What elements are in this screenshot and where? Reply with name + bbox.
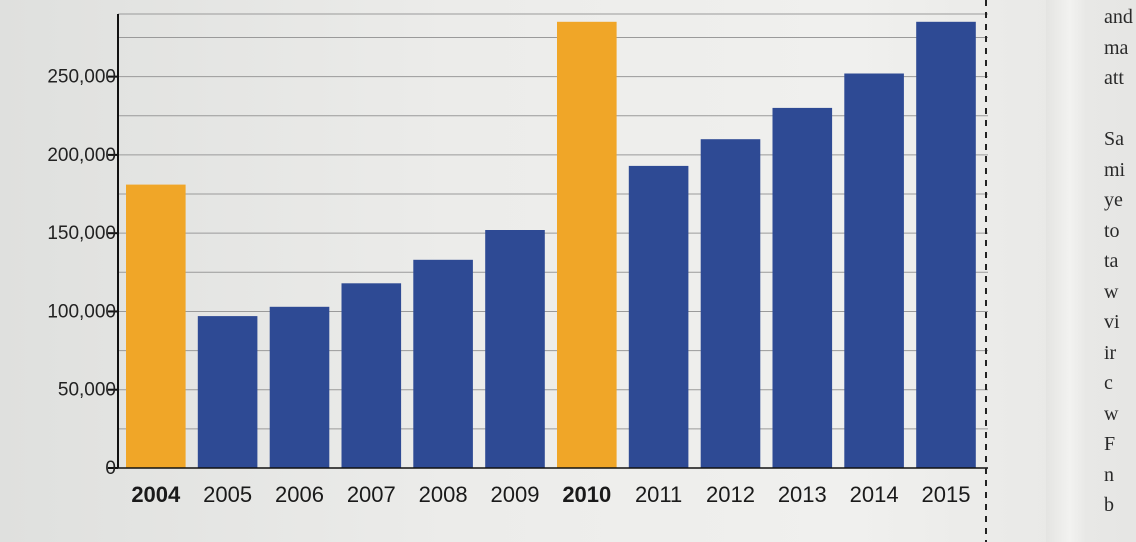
x-tick-label-2004: 2004 (131, 482, 181, 507)
x-tick-label-2015: 2015 (922, 482, 971, 507)
bar-2015 (916, 21, 976, 469)
x-tick-label-2010: 2010 (562, 482, 611, 507)
side-text-line: n (1104, 463, 1114, 486)
side-text-line: att (1104, 67, 1124, 89)
side-text-line: ma (1104, 36, 1129, 59)
bar-2014 (844, 73, 904, 468)
y-tick-label-4: 200,000 (47, 145, 116, 166)
axes (108, 0, 988, 542)
x-tick-label-2005: 2005 (203, 482, 252, 507)
bar-2006 (269, 306, 330, 468)
bar-2005 (197, 316, 258, 468)
x-tick-label-2012: 2012 (706, 482, 755, 507)
x-tick-label-2013: 2013 (778, 482, 827, 507)
bar-2011 (628, 165, 689, 468)
y-tick-label-3: 150,000 (47, 223, 116, 244)
y-tick-label-5: 250,000 (47, 67, 116, 88)
bar-2007 (341, 283, 402, 468)
side-text-line: b (1104, 494, 1114, 516)
side-text-line: w (1104, 280, 1119, 303)
labels: 2004 2005 2006 2007 2008 2009 2010 2011 2012 2013… (47, 67, 970, 507)
side-text-line: ye (1104, 189, 1123, 211)
side-text-line: ta (1104, 250, 1119, 272)
side-text-line: and (1104, 6, 1133, 28)
y-tick-label-2: 100,000 (47, 301, 116, 322)
bar-2013 (772, 107, 833, 469)
page-gutter (1046, 0, 1086, 542)
side-text-line: ir (1104, 341, 1117, 364)
side-text-line: vi (1104, 311, 1120, 333)
y-tick-label-0: 0 (105, 458, 116, 479)
side-text-line: c (1104, 372, 1113, 394)
x-tick-label-2011: 2011 (635, 482, 682, 507)
x-tick-label-2008: 2008 (419, 482, 468, 507)
bar-2004 (126, 184, 186, 468)
y-tick-label-1: 50,000 (58, 380, 116, 401)
side-text-line: mi (1104, 158, 1126, 181)
bars (126, 21, 976, 469)
side-text-line: Sa (1104, 128, 1124, 150)
x-tick-label-2007: 2007 (347, 482, 396, 507)
x-tick-label-2009: 2009 (491, 482, 540, 507)
grid-lines (118, 13, 988, 430)
bar-2010 (557, 21, 617, 469)
bar-2009 (485, 230, 545, 468)
x-tick-label-2014: 2014 (850, 482, 899, 507)
side-text-line: w (1104, 402, 1119, 425)
side-text-line: to (1104, 219, 1120, 242)
bar-2012 (700, 139, 761, 468)
side-text-line: F (1104, 433, 1116, 455)
bar-2008 (413, 259, 473, 468)
x-tick-label-2006: 2006 (275, 482, 324, 507)
